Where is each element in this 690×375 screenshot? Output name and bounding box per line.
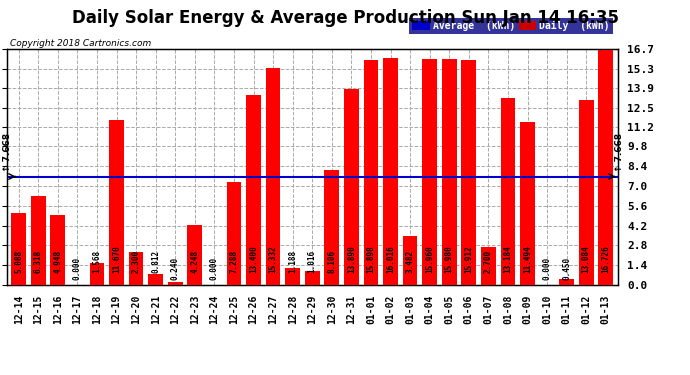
Text: 0.000: 0.000 [210, 257, 219, 280]
Bar [168, 282, 183, 285]
Bar [90, 263, 104, 285]
Bar [501, 99, 515, 285]
Bar [266, 68, 280, 285]
Bar [520, 122, 535, 285]
Text: 8.106: 8.106 [327, 250, 336, 273]
Bar [560, 279, 574, 285]
Text: Copyright 2018 Cartronics.com: Copyright 2018 Cartronics.com [10, 39, 152, 48]
Text: 7.288: 7.288 [230, 250, 239, 273]
Text: 6.318: 6.318 [34, 250, 43, 273]
Bar [285, 268, 300, 285]
Bar [598, 48, 613, 285]
Bar [364, 60, 378, 285]
Bar [305, 271, 319, 285]
Bar [422, 59, 437, 285]
Text: 2.300: 2.300 [132, 250, 141, 273]
Text: 15.980: 15.980 [445, 246, 454, 273]
Bar [129, 252, 144, 285]
Text: 1.188: 1.188 [288, 250, 297, 273]
Text: 13.084: 13.084 [582, 246, 591, 273]
Text: 16.726: 16.726 [601, 246, 611, 273]
Text: 13.184: 13.184 [504, 246, 513, 273]
Text: 15.332: 15.332 [268, 246, 277, 273]
Bar [148, 273, 163, 285]
Text: 0.000: 0.000 [73, 257, 82, 280]
Text: 4.948: 4.948 [53, 250, 62, 273]
Text: 1.568: 1.568 [92, 250, 101, 273]
Legend: Average  (kWh), Daily  (kWh): Average (kWh), Daily (kWh) [409, 18, 613, 34]
Text: 11.670: 11.670 [112, 246, 121, 273]
Bar [109, 120, 124, 285]
Text: 13.890: 13.890 [347, 246, 356, 273]
Bar [11, 213, 26, 285]
Text: 0.240: 0.240 [170, 257, 179, 280]
Text: 15.960: 15.960 [425, 246, 434, 273]
Bar [462, 60, 476, 285]
Text: Daily Solar Energy & Average Production Sun Jan 14 16:35: Daily Solar Energy & Average Production … [72, 9, 618, 27]
Bar [442, 59, 457, 285]
Text: 5.088: 5.088 [14, 250, 23, 273]
Text: 4.248: 4.248 [190, 250, 199, 273]
Bar [403, 236, 417, 285]
Text: 3.482: 3.482 [406, 250, 415, 273]
Bar [31, 196, 46, 285]
Text: 1.016: 1.016 [308, 250, 317, 273]
Text: 0.450: 0.450 [562, 257, 571, 280]
Text: 0.812: 0.812 [151, 250, 160, 273]
Text: ↑ 7.668: ↑ 7.668 [3, 133, 12, 172]
Bar [579, 100, 593, 285]
Bar [344, 88, 359, 285]
Text: 11.494: 11.494 [523, 246, 532, 273]
Text: 13.400: 13.400 [249, 246, 258, 273]
Bar [50, 215, 65, 285]
Bar [324, 170, 339, 285]
Text: ↑ 7.668: ↑ 7.668 [615, 133, 624, 172]
Bar [188, 225, 202, 285]
Text: 2.700: 2.700 [484, 250, 493, 273]
Text: 15.898: 15.898 [366, 246, 375, 273]
Text: 0.000: 0.000 [542, 257, 551, 280]
Text: 15.912: 15.912 [464, 246, 473, 273]
Text: 16.016: 16.016 [386, 246, 395, 273]
Bar [481, 247, 495, 285]
Bar [246, 95, 261, 285]
Bar [226, 182, 242, 285]
Bar [383, 58, 398, 285]
